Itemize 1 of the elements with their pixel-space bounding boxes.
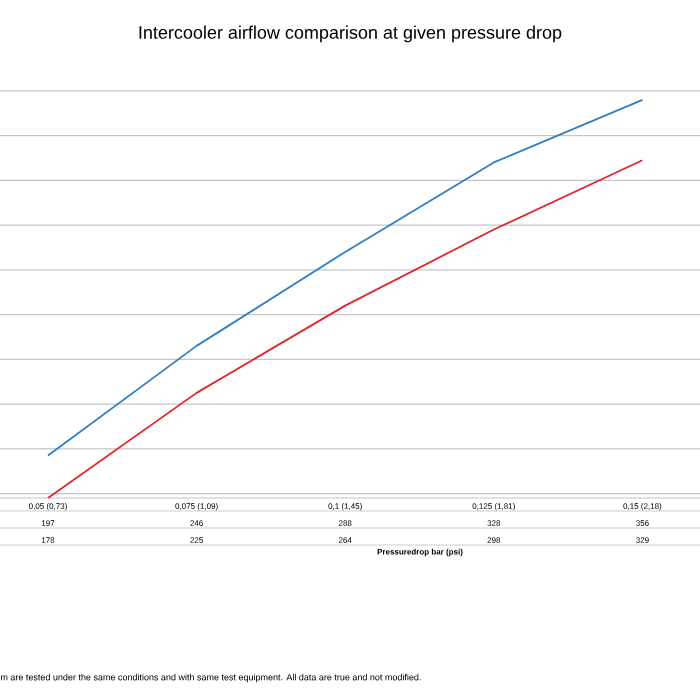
chart-title: Intercooler airflow comparison at given pressure drop: [139, 25, 562, 43]
